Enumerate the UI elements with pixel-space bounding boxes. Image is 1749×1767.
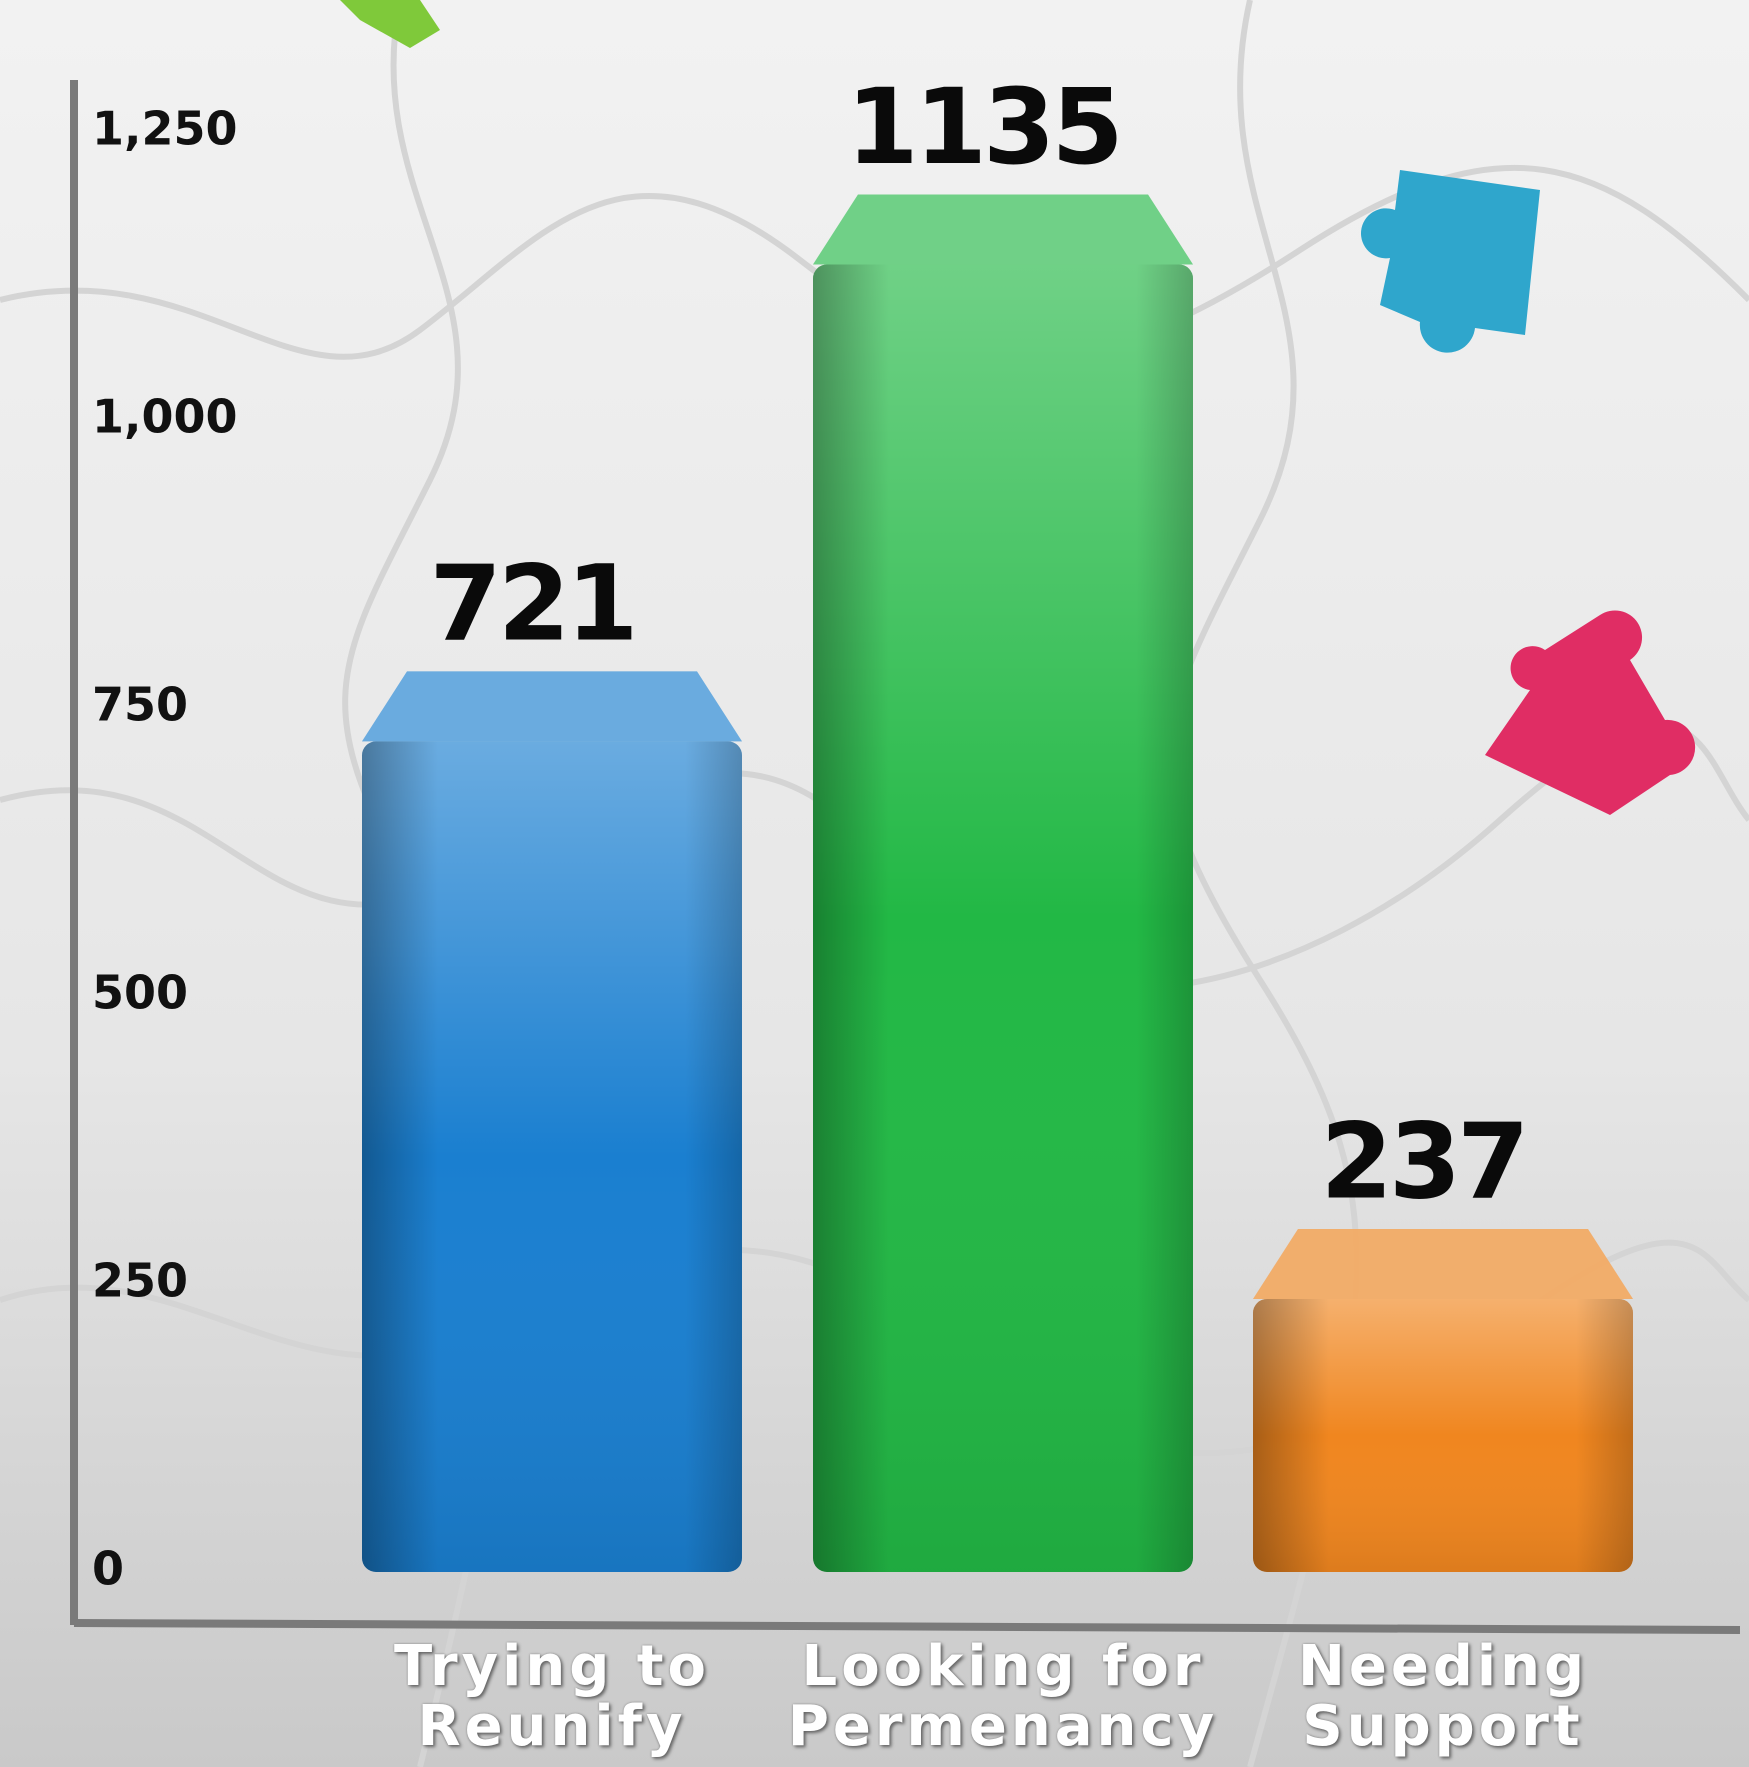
bar-top-highlight [813, 194, 1193, 264]
y-tick-label: 500 [92, 966, 188, 1020]
value-label: 237 [1320, 1100, 1525, 1222]
value-label: 1135 [846, 66, 1119, 188]
x-tick-label: Trying to Reunify [332, 1637, 772, 1757]
bar-top-highlight [362, 671, 742, 741]
x-axis [74, 1623, 1740, 1630]
bar-shading [813, 264, 1193, 1572]
y-tick-label: 0 [92, 1542, 124, 1596]
x-tick-label: Looking for Permenancy [783, 1637, 1223, 1757]
y-tick-label: 1,250 [92, 102, 238, 156]
page: 0 250 500 750 1,000 1,250 721 1135 237 Trying to… [0, 0, 1749, 1767]
chart: 0 250 500 750 1,000 1,250 721 1135 237 [0, 0, 1749, 1767]
x-tick-label: Needing Support [1223, 1637, 1663, 1757]
bar-shading [1253, 1299, 1633, 1572]
value-label: 721 [429, 543, 634, 665]
y-tick-label: 750 [92, 678, 188, 732]
bar-top-highlight [1253, 1229, 1633, 1299]
bar-shading [362, 741, 742, 1572]
y-tick-label: 1,000 [92, 390, 238, 444]
y-tick-label: 250 [92, 1254, 188, 1308]
